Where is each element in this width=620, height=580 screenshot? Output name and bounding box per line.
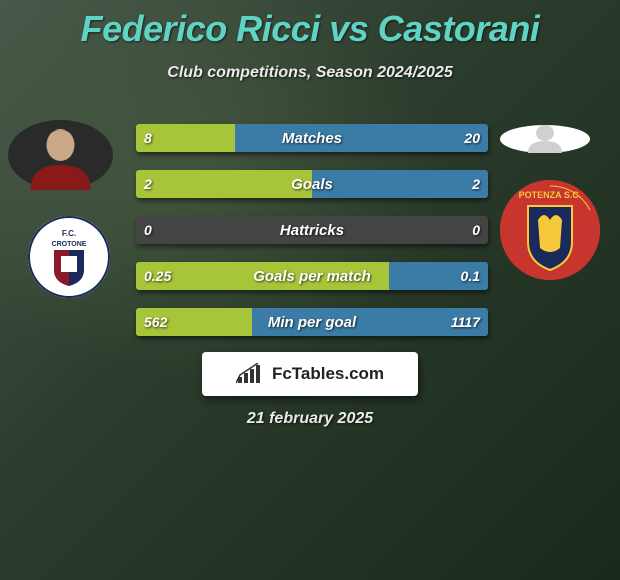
subtitle: Club competitions, Season 2024/2025 <box>0 64 620 82</box>
stat-row: 562 Min per goal 1117 <box>136 308 488 336</box>
player2-club-crest: POTENZA S.C. <box>500 180 600 280</box>
svg-text:F.C.: F.C. <box>62 229 76 238</box>
bar-chart-icon <box>236 363 266 385</box>
watermark-badge: FcTables.com <box>202 352 418 396</box>
player2-photo <box>500 125 590 153</box>
crest-icon: POTENZA S.C. <box>500 180 600 280</box>
stat-row: 0.25 Goals per match 0.1 <box>136 262 488 290</box>
infographic-container: Federico Ricci vs Castorani Club competi… <box>0 0 620 580</box>
page-title: Federico Ricci vs Castorani <box>0 8 620 50</box>
stat-value-right: 0.1 <box>461 262 480 290</box>
stat-value-right: 0 <box>472 216 480 244</box>
stat-row: 2 Goals 2 <box>136 170 488 198</box>
stat-row: 8 Matches 20 <box>136 124 488 152</box>
crest-icon: F.C. CROTONE <box>28 216 110 298</box>
stat-value-right: 1117 <box>451 308 480 336</box>
player1-club-crest: F.C. CROTONE <box>28 216 110 298</box>
player-silhouette-icon <box>8 120 113 190</box>
stat-label: Goals <box>136 170 488 198</box>
player-placeholder-icon <box>500 125 590 153</box>
player1-photo <box>8 120 113 190</box>
stat-value-right: 2 <box>472 170 480 198</box>
stat-bars: 8 Matches 20 2 Goals 2 0 Hattricks 0 0.2… <box>136 124 488 354</box>
svg-text:POTENZA S.C.: POTENZA S.C. <box>519 190 582 200</box>
stat-label: Hattricks <box>136 216 488 244</box>
watermark-text: FcTables.com <box>272 364 384 384</box>
svg-text:CROTONE: CROTONE <box>52 241 87 248</box>
stat-value-right: 20 <box>464 124 480 152</box>
stat-label: Min per goal <box>136 308 488 336</box>
date-label: 21 february 2025 <box>0 410 620 428</box>
stat-label: Matches <box>136 124 488 152</box>
stat-row: 0 Hattricks 0 <box>136 216 488 244</box>
stat-label: Goals per match <box>136 262 488 290</box>
